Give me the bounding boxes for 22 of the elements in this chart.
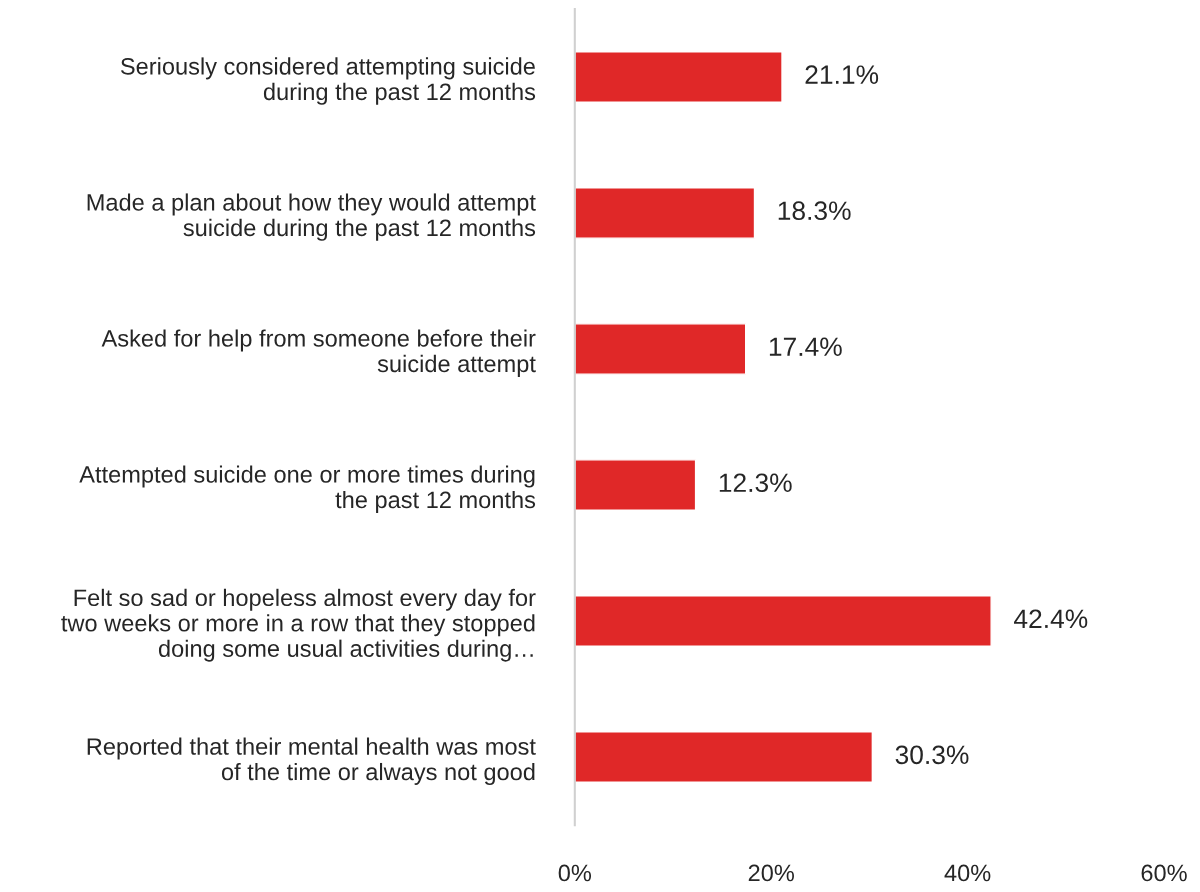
bar bbox=[574, 459, 697, 511]
bar bbox=[574, 51, 783, 103]
y-tick-label: Felt so sad or hopeless almost every day for two weeks or more in a row that they stopped doing some usual activities during… bbox=[61, 588, 536, 662]
data-label: 12.3% bbox=[719, 473, 792, 493]
x-tick-label: 0% bbox=[558, 864, 592, 882]
y-tick-label: Seriously considered attempting suicide during the past 12 months bbox=[120, 57, 536, 105]
bar bbox=[574, 731, 874, 783]
data-label: 42.4% bbox=[1014, 609, 1088, 629]
bar bbox=[574, 323, 747, 375]
bar bbox=[574, 595, 992, 647]
y-tick-label: Attempted suicide one or more times during the past 12 months bbox=[79, 465, 536, 513]
y-tick-label: Reported that their mental health was most of the time or always not good bbox=[87, 737, 536, 785]
data-label: 21.1% bbox=[805, 65, 879, 84]
data-label: 18.3% bbox=[778, 201, 851, 221]
x-tick-label: 40% bbox=[944, 864, 991, 882]
bar bbox=[574, 187, 756, 239]
x-tick-label: 20% bbox=[748, 864, 794, 882]
data-label: 17.4% bbox=[769, 337, 842, 356]
data-label: 30.3% bbox=[895, 745, 969, 765]
x-tick-label: 60% bbox=[1141, 864, 1187, 882]
y-tick-label: Asked for help from someone before their suicide attempt bbox=[101, 329, 536, 377]
y-tick-label: Made a plan about how they would attempt suicide during the past 12 months bbox=[87, 193, 536, 241]
